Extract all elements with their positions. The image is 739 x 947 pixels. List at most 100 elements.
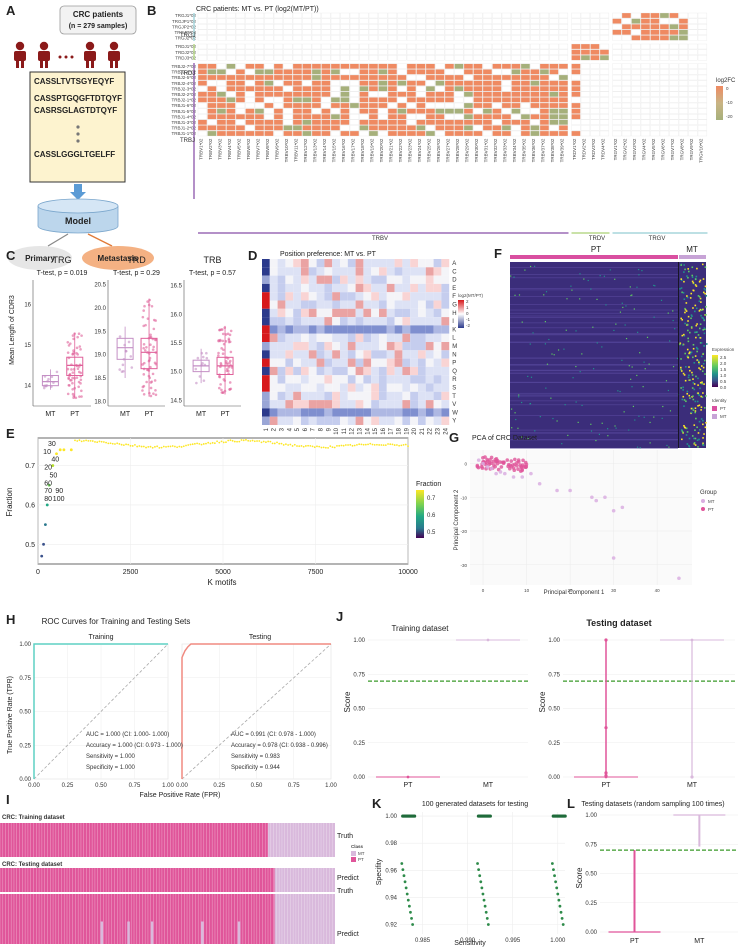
sequence-1: CASSLTVTSGYEQYF — [34, 77, 114, 86]
heatmap-cell — [590, 119, 600, 125]
heatmap-cell — [444, 74, 455, 81]
f-heatmap-cell — [692, 356, 694, 359]
c-point — [152, 392, 155, 395]
c-point — [50, 375, 54, 379]
heatmap-cell — [324, 350, 333, 359]
heatmap-cell — [386, 259, 395, 268]
heatmap-cell — [549, 108, 559, 114]
heatmap-col-label: TRBV19*02 — [370, 138, 375, 162]
heatmap-cell — [254, 63, 265, 69]
group-label-trgj: TRGJ — [180, 33, 196, 39]
c-point — [194, 367, 198, 371]
heatmap-cell — [285, 358, 294, 367]
heatmap-cell — [379, 375, 387, 384]
h-diagonal — [181, 643, 332, 780]
heatmap-cell — [463, 12, 474, 19]
heatmap-cell — [650, 43, 660, 50]
c-point — [76, 335, 79, 339]
heatmap-cell — [435, 119, 445, 125]
heatmap-cell — [332, 308, 340, 318]
heatmap-cell — [283, 102, 293, 109]
heatmap-cell — [363, 366, 372, 376]
f-heatmap-cell — [689, 331, 691, 334]
heatmap-cell — [269, 400, 278, 409]
heatmap-cell — [539, 55, 550, 61]
c-ytick: 19.5 — [94, 329, 106, 335]
heatmap-cell — [235, 12, 246, 19]
heatmap-cell — [416, 69, 426, 75]
f-legend1-tick: 2.5 — [720, 355, 727, 360]
panel-letter-l: L — [567, 796, 575, 811]
heatmap-cell — [539, 29, 550, 35]
heatmap-cell — [590, 114, 600, 120]
heatmap-col-label: TRGV10*02 — [699, 138, 704, 163]
heatmap-cell — [539, 74, 550, 81]
heatmap-cell — [549, 102, 559, 109]
d-col-label: 24 — [443, 427, 449, 434]
f-heatmap-cell — [683, 271, 685, 273]
f-heatmap-cell — [688, 394, 691, 397]
f-heatmap-row — [510, 364, 678, 365]
heatmap-cell — [378, 24, 388, 30]
heatmap-cell — [444, 69, 455, 75]
e-point — [316, 445, 318, 448]
f-legend2-swatch-mt — [712, 414, 717, 419]
g-point-mt — [529, 471, 533, 476]
heatmap-cell — [359, 97, 369, 103]
heatmap-cell — [359, 55, 369, 61]
c-point — [123, 343, 126, 347]
heatmap-cell — [688, 69, 698, 75]
l-xtick: MT — [694, 938, 705, 945]
heatmap-cell — [363, 350, 372, 359]
heatmap-cell — [501, 119, 512, 125]
heatmap-cell — [631, 24, 641, 30]
c-point — [221, 352, 225, 356]
heatmap-cell — [397, 18, 407, 24]
g-ytick: 0 — [464, 462, 467, 467]
heatmap-cell — [368, 86, 379, 92]
e-point — [404, 443, 407, 446]
heatmap-cell — [340, 317, 348, 326]
heatmap-cell — [441, 275, 450, 284]
c-point — [220, 388, 223, 392]
heatmap-cell — [386, 292, 395, 301]
heatmap-cell — [226, 125, 236, 131]
c-point — [201, 362, 204, 365]
heatmap-cell — [688, 102, 698, 109]
heatmap-cell — [511, 108, 521, 114]
heatmap-cell — [226, 74, 236, 81]
heatmap-cell — [292, 24, 303, 30]
heatmap-cell — [410, 300, 418, 309]
heatmap-cell — [245, 29, 255, 35]
heatmap-cell — [349, 18, 360, 24]
d-col-label: 17 — [389, 427, 395, 434]
f-heatmap-cell — [676, 357, 679, 360]
heatmap-cell — [441, 350, 450, 359]
heatmap-cell — [332, 375, 340, 384]
heatmap-cell — [207, 80, 217, 86]
heatmap-cell — [501, 35, 512, 41]
heatmap-cell — [359, 108, 369, 114]
g-point-pt — [492, 463, 496, 467]
heatmap-cell — [330, 80, 341, 86]
heatmap-cell — [688, 35, 698, 41]
f-heatmap-cell — [702, 308, 704, 311]
f-heatmap-cell — [648, 363, 650, 365]
heatmap-cell — [511, 18, 521, 24]
heatmap-cell — [269, 342, 278, 351]
heatmap-cell — [659, 35, 670, 41]
f-heatmap-cell — [692, 395, 694, 397]
heatmap-cell — [277, 259, 286, 268]
c-point — [71, 353, 75, 356]
heatmap-cell — [501, 18, 512, 24]
heatmap-cell — [441, 300, 450, 309]
heatmap-cell — [433, 259, 442, 268]
heatmap-cell — [371, 325, 379, 334]
f-heatmap-cell — [575, 330, 577, 332]
e-point — [55, 452, 58, 456]
heatmap-cell — [197, 91, 208, 97]
h-xtick: 1.00 — [325, 783, 337, 789]
e-point — [109, 442, 112, 445]
heatmap-cell — [216, 63, 227, 69]
e-point — [398, 444, 401, 447]
